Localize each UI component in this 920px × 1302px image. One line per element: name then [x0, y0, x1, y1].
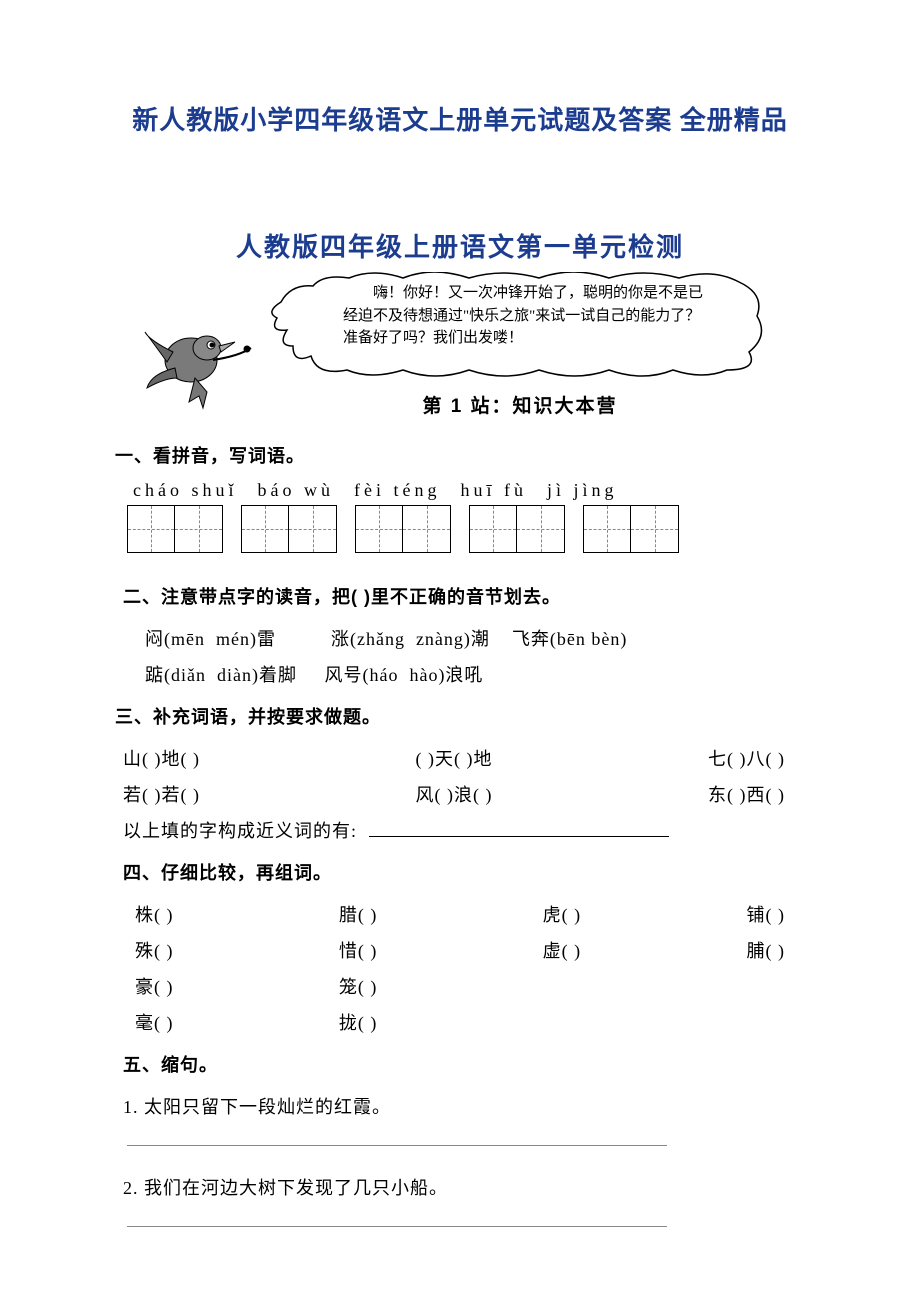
- char-box[interactable]: [403, 505, 451, 553]
- char-box[interactable]: [241, 505, 289, 553]
- s3-r1-c3: 七( )八( ): [708, 741, 785, 777]
- s3-r2-c2: 风( )浪( ): [416, 777, 493, 813]
- s4-r1-c2: 腊( ): [339, 897, 378, 933]
- s5-blank-2[interactable]: [127, 1226, 667, 1227]
- section-2-head: 二、注意带点字的读音，把( )里不正确的音节划去。: [123, 583, 805, 609]
- s4-row-3: 豪( ) 笼( ) 虎( ) 铺( ): [135, 969, 805, 1005]
- char-box[interactable]: [469, 505, 517, 553]
- s4-r3-c2: 笼( ): [339, 969, 378, 1005]
- s4-r1-c3: 虎( ): [543, 897, 582, 933]
- section-4-head: 四、仔细比较，再组词。: [123, 859, 805, 885]
- main-title: 新人教版小学四年级语文上册单元试题及答案 全册精品: [115, 100, 805, 137]
- s3-tail: 以上填的字构成近义词的有:: [123, 813, 805, 849]
- pinyin-5: jì jìng: [547, 480, 618, 501]
- section-5-head: 五、缩句。: [123, 1051, 805, 1077]
- s4-row-1: 株( ) 腊( ) 虎( ) 铺( ): [135, 897, 805, 933]
- char-box[interactable]: [289, 505, 337, 553]
- section-1-head: 一、看拼音，写词语。: [115, 442, 805, 468]
- s4-r1-c4: 铺( ): [746, 897, 785, 933]
- s3-underline[interactable]: [369, 823, 669, 837]
- s4-r2-c1: 殊( ): [135, 933, 174, 969]
- station-heading: 第 1 站：知识大本营: [235, 391, 805, 418]
- s5-item-2: 2. 我们在河边大树下发现了几只小船。: [123, 1170, 805, 1206]
- bubble-text: 嗨！你好！又一次冲锋开始了，聪明的你是不是已经迫不及待想通过"快乐之旅"来试一试…: [343, 282, 703, 350]
- s5-item-1: 1. 太阳只留下一段灿烂的红霞。: [123, 1089, 805, 1125]
- box-group-5: [583, 505, 679, 553]
- s4-row-2: 殊( ) 惜( ) 虚( ) 脯( ): [135, 933, 805, 969]
- pinyin-1: cháo shuǐ: [133, 480, 237, 501]
- s3-row-2: 若( )若( ) 风( )浪( ) 东( )西( ): [123, 777, 805, 813]
- char-box[interactable]: [355, 505, 403, 553]
- char-box[interactable]: [175, 505, 223, 553]
- s4-row-4: 毫( ) 拢( ) 虎( ) 铺( ): [135, 1005, 805, 1041]
- box-group-1: [127, 505, 223, 553]
- char-box[interactable]: [583, 505, 631, 553]
- char-boxes-row: [127, 505, 805, 553]
- s4-r2-c4: 脯( ): [746, 933, 785, 969]
- box-group-4: [469, 505, 565, 553]
- s2-line-1: 闷(mēn mén)雷 涨(zhǎng znàng)潮 飞奔(bēn bèn): [145, 621, 805, 657]
- s4-r2-c2: 惜( ): [339, 933, 378, 969]
- bird-icon: [143, 312, 253, 417]
- speech-bubble: 嗨！你好！又一次冲锋开始了，聪明的你是不是已经迫不及待想通过"快乐之旅"来试一试…: [263, 272, 805, 387]
- s4-r2-c3: 虚( ): [543, 933, 582, 969]
- char-box[interactable]: [127, 505, 175, 553]
- s3-tail-label: 以上填的字构成近义词的有:: [123, 821, 357, 841]
- s5-blank-1[interactable]: [127, 1145, 667, 1146]
- s3-row-1: 山( )地( ) ( )天( )地 七( )八( ): [123, 741, 805, 777]
- pinyin-2: báo wù: [257, 480, 334, 501]
- box-group-2: [241, 505, 337, 553]
- s4-r3-c1: 豪( ): [135, 969, 174, 1005]
- pinyin-row: cháo shuǐ báo wù fèi téng huī fù jì jìng: [133, 480, 805, 501]
- section-3-head: 三、补充词语，并按要求做题。: [115, 703, 805, 729]
- char-box[interactable]: [517, 505, 565, 553]
- s3-r1-c2: ( )天( )地: [416, 741, 493, 777]
- s3-r2-c3: 东( )西( ): [708, 777, 785, 813]
- pinyin-4: huī fù: [460, 480, 527, 501]
- pinyin-3: fèi téng: [354, 480, 440, 501]
- s2-line-2: 踮(diǎn diàn)着脚 风号(háo hào)浪吼: [145, 657, 805, 693]
- s4-r4-c2: 拢( ): [339, 1005, 378, 1041]
- s4-r1-c1: 株( ): [135, 897, 174, 933]
- char-box[interactable]: [631, 505, 679, 553]
- s3-r1-c1: 山( )地( ): [123, 741, 200, 777]
- sub-title: 人教版四年级上册语文第一单元检测: [115, 227, 805, 264]
- box-group-3: [355, 505, 451, 553]
- s3-r2-c1: 若( )若( ): [123, 777, 200, 813]
- s4-r4-c1: 毫( ): [135, 1005, 174, 1041]
